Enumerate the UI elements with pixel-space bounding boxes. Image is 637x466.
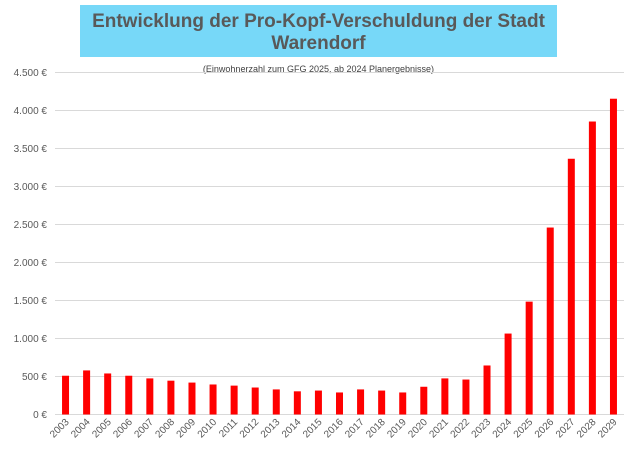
x-tick-label: 2021: [427, 417, 451, 441]
x-tick-label: 2005: [90, 417, 114, 441]
bar-2011: [230, 385, 238, 415]
bar-2028: [588, 121, 596, 415]
bar-2026: [546, 227, 554, 415]
x-tick-label: 2004: [69, 417, 93, 441]
bar-2009: [188, 382, 196, 415]
y-tick-label: 1.000 €: [14, 334, 48, 345]
bar-2017: [357, 389, 365, 415]
x-tick-label: 2022: [449, 417, 473, 441]
bar-2010: [209, 384, 217, 415]
y-tick-label: 500 €: [22, 372, 47, 383]
y-tick-label: 4.000 €: [14, 106, 48, 117]
chart-subtitle: (Einwohnerzahl zum GFG 2025, ab 2024 Pla…: [202, 64, 435, 74]
bar-2004: [83, 370, 91, 415]
x-tick-label: 2019: [385, 417, 409, 441]
bar-2003: [62, 375, 70, 415]
x-tick-label: 2012: [238, 417, 262, 441]
x-tick-label: 2006: [111, 417, 135, 441]
y-tick-label: 2.500 €: [14, 220, 48, 231]
bar-2007: [146, 378, 154, 415]
x-tick-label: 2009: [175, 417, 199, 441]
x-tick-label: 2026: [533, 417, 557, 441]
x-tick-label: 2027: [554, 417, 578, 441]
x-tick-label: 2007: [132, 417, 156, 441]
bar-2006: [125, 375, 133, 415]
bar-2019: [399, 392, 407, 415]
y-tick-label: 3.000 €: [14, 182, 48, 193]
bar-2005: [104, 373, 112, 415]
x-tick-label: 2020: [406, 417, 430, 441]
x-tick-label: 2010: [196, 417, 220, 441]
bar-2024: [504, 333, 512, 415]
x-tick-label: 2011: [217, 417, 240, 440]
bar-2022: [462, 379, 470, 415]
y-tick-label: 3.500 €: [14, 144, 48, 155]
y-tick-label: 2.000 €: [14, 258, 48, 269]
x-tick-label: 2025: [512, 417, 536, 441]
x-tick-label: 2015: [301, 417, 325, 441]
bar-2013: [272, 389, 280, 415]
bar-2021: [441, 378, 449, 415]
x-tick-label: 2008: [154, 417, 178, 441]
bar-2015: [314, 390, 322, 415]
x-tick-label: 2013: [259, 417, 283, 441]
title-box: Entwicklung der Pro-Kopf-Verschuldung de…: [80, 5, 557, 74]
y-tick-label: 4.500 €: [14, 68, 48, 79]
x-tick-label: 2003: [48, 417, 72, 441]
bar-2020: [420, 386, 428, 415]
bar-2014: [293, 391, 301, 415]
x-tick-label: 2028: [575, 417, 599, 441]
bar-2025: [525, 301, 533, 415]
bar-2012: [251, 387, 259, 415]
y-tick-label: 0 €: [33, 410, 47, 421]
x-tick-label: 2016: [322, 417, 346, 441]
bar-2008: [167, 380, 175, 415]
x-tick-label: 2023: [470, 417, 494, 441]
bar-2016: [336, 392, 343, 415]
bar-2027: [567, 158, 575, 415]
x-tick-label: 2029: [596, 417, 620, 441]
chart-title: Entwicklung der Pro-Kopf-Verschuldung de…: [92, 11, 545, 54]
x-tick-label: 2017: [343, 417, 367, 441]
x-tick-label: 2018: [364, 417, 388, 441]
bar-2023: [483, 365, 491, 415]
bar-2018: [378, 390, 386, 415]
x-tick-label: 2024: [491, 417, 515, 441]
x-tick-label: 2014: [280, 417, 304, 441]
bar-2029: [609, 98, 617, 415]
y-tick-label: 1.500 €: [14, 296, 48, 307]
